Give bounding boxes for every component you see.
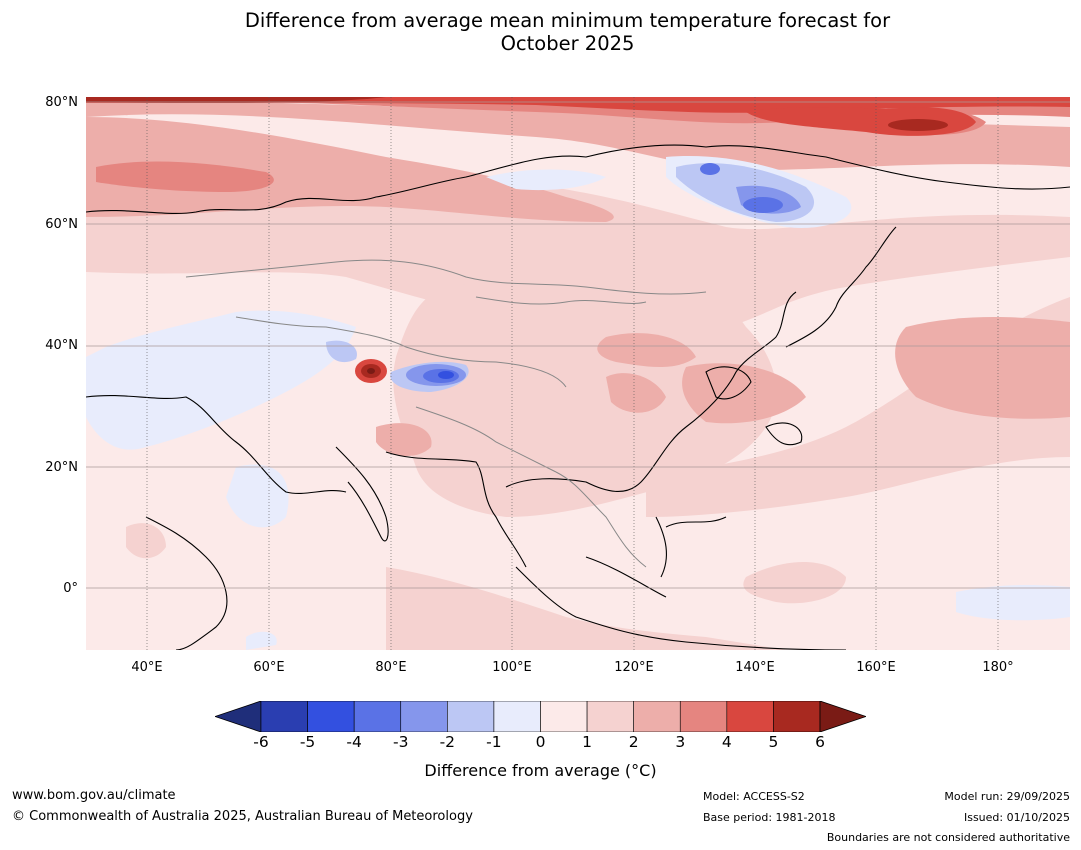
colorbar-tick-label: 1 (582, 733, 593, 751)
footer-model: Model: ACCESS-S2 (703, 790, 805, 803)
lon-label-40e: 40°E (131, 660, 163, 675)
colorbar-swatch (726, 701, 774, 732)
colorbar-tick-label: -2 (439, 733, 456, 751)
footer-issued: Issued: 01/10/2025 (963, 811, 1070, 824)
lon-label-100e: 100°E (492, 660, 532, 675)
colorbar-swatch (353, 701, 402, 732)
footer-disclaimer: Boundaries are not considered authoritat… (826, 831, 1070, 844)
colorbar-extend-high (819, 701, 866, 732)
title-line-1: Difference from average mean minimum tem… (244, 9, 891, 32)
colorbar-swatch (493, 701, 541, 732)
country-boundaries (185, 259, 707, 568)
colorbar-swatch (679, 701, 728, 732)
lon-label-180: 180° (982, 660, 1014, 675)
colorbar-swatch (586, 701, 634, 732)
latitude-lines (86, 101, 1070, 589)
footer-url[interactable]: www.bom.gov.au/climate (12, 788, 176, 803)
colorbar-tick-label: -5 (299, 733, 316, 751)
colorbar-tick-label: 5 (768, 733, 779, 751)
footer-copyright: © Commonwealth of Australia 2025, Austra… (12, 809, 473, 824)
coastlines (86, 144, 1070, 650)
lon-label-120e: 120°E (614, 660, 654, 675)
anomaly-5-6-regions (86, 97, 948, 378)
lon-label-160e: 160°E (856, 660, 896, 675)
colorbar-extend-low (215, 701, 262, 732)
colorbar-tick-label: -1 (486, 733, 502, 751)
colorbar-tick-label: 0 (535, 733, 546, 751)
colorbar-swatch (260, 701, 308, 732)
colorbar-swatch (540, 701, 588, 732)
colorbar-swatch (307, 701, 355, 732)
title-line-2: October 2025 (500, 32, 635, 55)
colorbar-tick-label: -3 (393, 733, 409, 751)
lat-label-60n: 60°N (45, 217, 78, 232)
lon-label-80e: 80°E (375, 660, 407, 675)
lat-label-0: 0° (63, 581, 78, 596)
lat-label-20n: 20°N (45, 460, 78, 475)
colorbar-tick-label: -6 (253, 733, 269, 751)
anomaly-map (86, 97, 1070, 650)
footer-model-run: Model run: 29/09/2025 (944, 790, 1070, 803)
anomaly-2-3-regions (86, 97, 1070, 457)
colorbar-tick-label: 6 (815, 733, 825, 751)
lon-label-140e: 140°E (735, 660, 775, 675)
colorbar-tick-label: -4 (346, 733, 362, 751)
colorbar-tick-label: 4 (721, 733, 732, 751)
map-title: Difference from average mean minimum tem… (0, 9, 1081, 55)
colorbar-swatch (773, 701, 821, 732)
footer-base-period: Base period: 1981-2018 (703, 811, 836, 824)
lat-label-80n: 80°N (45, 95, 78, 110)
colorbar (215, 701, 866, 732)
lat-label-40n: 40°N (45, 338, 78, 353)
colorbar-swatch (633, 701, 681, 732)
colorbar-tick-label: 2 (628, 733, 639, 751)
colorbar-tick-label: 3 (675, 733, 686, 751)
colorbar-label: Difference from average (°C) (424, 761, 657, 780)
colorbar-swatch (400, 701, 448, 732)
anomaly-minus4-minus5-regions (438, 371, 454, 379)
colorbar-swatch (447, 701, 495, 732)
graticule (146, 97, 999, 650)
lon-label-60e: 60°E (253, 660, 285, 675)
